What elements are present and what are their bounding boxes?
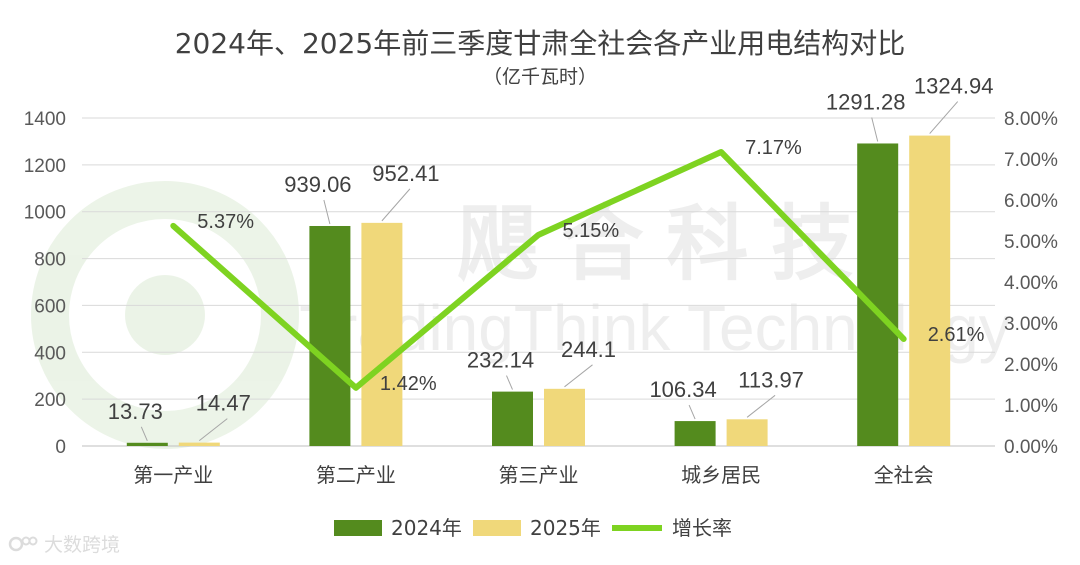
bar-2025-value-label: 952.41 xyxy=(372,161,439,186)
growth-rate-value-label: 5.37% xyxy=(197,211,254,233)
leader-line xyxy=(746,394,776,418)
bar-2025 xyxy=(178,442,220,446)
legend-swatch-2025 xyxy=(473,520,521,536)
growth-rate-value-label: 5.15% xyxy=(563,220,620,242)
bar-2025-value-label: 1324.94 xyxy=(914,74,994,99)
growth-rate-value-label: 7.17% xyxy=(745,137,802,159)
growth-rate-value-label: 1.42% xyxy=(380,373,437,395)
watermark-english-text: TradingThink Technology xyxy=(299,292,1011,364)
bar-2025 xyxy=(544,388,585,446)
chart-subtitle: （亿千瓦时） xyxy=(482,66,597,88)
growth-rate-polyline xyxy=(170,149,907,391)
y-right-tick-label: 1.00% xyxy=(1004,396,1058,417)
brand-watermark: 大数跨境 xyxy=(8,530,120,557)
bar-2025 xyxy=(726,419,768,446)
bar-2024-value-label: 1291.28 xyxy=(826,89,906,114)
y-left-tick-label: 600 xyxy=(34,296,66,317)
label-leader-lines xyxy=(140,101,959,442)
watermark-chinese-text: 飓 合 科 技 xyxy=(457,199,853,290)
y-left-tick-label: 400 xyxy=(34,343,66,364)
x-tick-label: 第三产业 xyxy=(499,463,579,487)
x-tick-label: 第二产业 xyxy=(316,463,396,487)
chart-title: 2024年、2025年前三季度甘肃全社会各产业用电结构对比 xyxy=(174,27,906,60)
bar-2025-value-label: 244.1 xyxy=(561,337,616,362)
leader-line xyxy=(140,426,148,441)
y-right-tick-label: 8.00% xyxy=(1004,109,1058,130)
legend-label-rate: 增长率 xyxy=(672,516,732,540)
watermark-logo-outer xyxy=(31,181,299,449)
leader-line xyxy=(688,404,696,420)
bar-2024-value-label: 939.06 xyxy=(284,172,351,197)
leader-line xyxy=(506,375,513,390)
bar-2025-value-label: 113.97 xyxy=(738,367,804,392)
y-right-tick-label: 4.00% xyxy=(1004,273,1058,294)
x-tick-label: 全社会 xyxy=(874,463,934,487)
bar-2024-value-label: 232.14 xyxy=(467,348,534,373)
bar-2024-value-label: 13.73 xyxy=(108,399,163,424)
x-tick-label: 第一产业 xyxy=(133,463,213,487)
legend-label-2024: 2024年 xyxy=(391,516,462,540)
data-labels: 13.73 14.47 939.06 952.41 232.14 244.1 106.34 1… xyxy=(108,74,994,424)
legend-swatch-2024 xyxy=(334,520,382,536)
bar-2025 xyxy=(361,222,403,446)
y-left-tick-label: 1000 xyxy=(24,203,66,224)
leader-line xyxy=(198,418,228,442)
growth-rate-value-label: 2.61% xyxy=(928,324,985,346)
leader-line xyxy=(871,117,879,142)
leader-line xyxy=(323,199,331,225)
leader-line xyxy=(381,188,411,222)
bar-2025-value-label: 14.47 xyxy=(196,391,251,416)
y-left-tick-label: 0 xyxy=(55,437,66,458)
y-left-tick-label: 1200 xyxy=(24,156,66,177)
bar-2024 xyxy=(126,442,168,446)
x-tick-label: 城乡居民 xyxy=(681,463,761,487)
y-left-tick-label: 200 xyxy=(34,390,66,411)
y-left-tick-label: 800 xyxy=(34,250,66,271)
legend-label-2025: 2025年 xyxy=(530,516,601,540)
legend: 2024年 2025年 增长率 xyxy=(334,516,732,540)
y-left-tick-label: 1400 xyxy=(24,109,66,130)
y-right-tick-label: 7.00% xyxy=(1004,150,1058,171)
gridlines xyxy=(82,117,995,400)
bar-2024 xyxy=(674,421,716,446)
watermark-logo-inner xyxy=(125,275,205,355)
y-right-tick-label: 3.00% xyxy=(1004,314,1058,335)
bar-2024-value-label: 106.34 xyxy=(649,377,716,402)
leader-line xyxy=(564,364,593,388)
y-right-tick-label: 5.00% xyxy=(1004,232,1058,253)
y-right-tick-label: 0.00% xyxy=(1004,437,1058,458)
brand-logo-icon xyxy=(8,536,38,551)
y-right-tick-label: 6.00% xyxy=(1004,191,1058,212)
axes: 0 200 400 600 800 1000 1200 1400 0.00% 1.00% 2.00%… xyxy=(24,109,1058,487)
bars xyxy=(126,135,951,446)
growth-rate-line xyxy=(170,149,907,391)
brand-text: 大数跨境 xyxy=(44,534,121,556)
bar-2025 xyxy=(909,135,951,446)
bar-2024 xyxy=(492,391,533,446)
bar-2024 xyxy=(309,225,351,446)
leader-line xyxy=(929,101,959,134)
y-right-tick-label: 2.00% xyxy=(1004,355,1058,376)
